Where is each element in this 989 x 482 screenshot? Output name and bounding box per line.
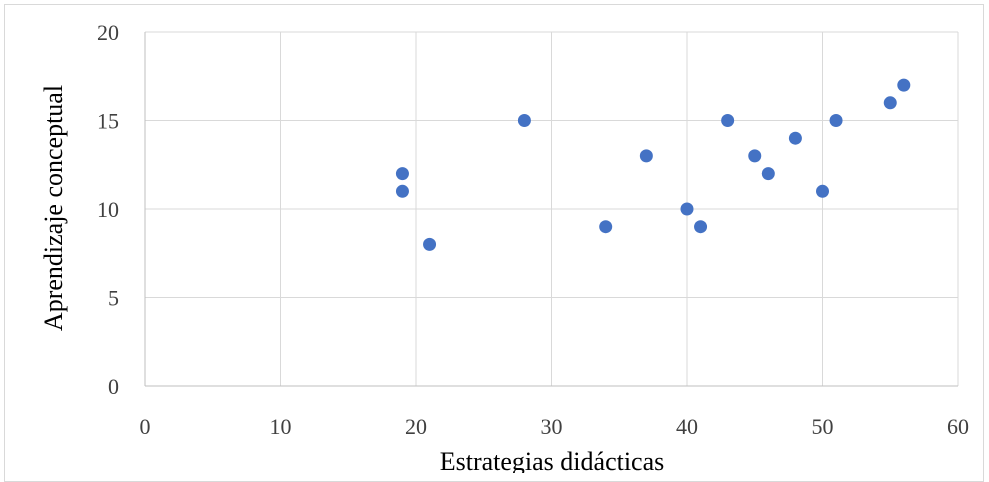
data-point xyxy=(788,131,802,145)
data-point xyxy=(639,149,653,163)
y-tick-label: 10 xyxy=(97,197,119,222)
x-tick-label: 20 xyxy=(405,414,427,439)
y-tick-label: 0 xyxy=(108,374,119,399)
data-point xyxy=(694,220,708,234)
data-point xyxy=(748,149,762,163)
data-points xyxy=(395,78,911,251)
data-point xyxy=(517,114,531,127)
data-point xyxy=(423,237,437,251)
x-tick-label: 10 xyxy=(270,414,292,439)
y-tick-label: 15 xyxy=(97,109,119,134)
y-tick-label: 20 xyxy=(97,20,119,45)
data-point xyxy=(721,114,735,127)
y-tick-label: 5 xyxy=(108,286,119,311)
data-point xyxy=(761,167,775,181)
x-tick-labels: 0 10 20 30 40 50 60 xyxy=(140,414,970,439)
x-axis-title: Estrategias didácticas xyxy=(440,447,665,473)
y-tick-labels: 0 5 10 15 20 xyxy=(97,20,119,399)
data-point xyxy=(883,96,897,110)
axes xyxy=(144,32,958,387)
x-tick-label: 60 xyxy=(947,414,969,439)
data-point xyxy=(395,184,409,198)
x-tick-label: 50 xyxy=(812,414,834,439)
data-point xyxy=(816,184,829,198)
data-point xyxy=(395,167,409,181)
x-tick-label: 0 xyxy=(140,414,151,439)
x-tick-label: 30 xyxy=(541,414,563,439)
data-point xyxy=(897,78,911,92)
x-tick-label: 40 xyxy=(676,414,698,439)
data-point xyxy=(599,220,613,234)
data-point xyxy=(829,114,843,127)
chart-frame xyxy=(4,4,984,482)
gridlines xyxy=(145,31,959,386)
y-axis-title: Aprendizaje conceptual xyxy=(39,85,68,331)
data-point xyxy=(680,202,694,216)
